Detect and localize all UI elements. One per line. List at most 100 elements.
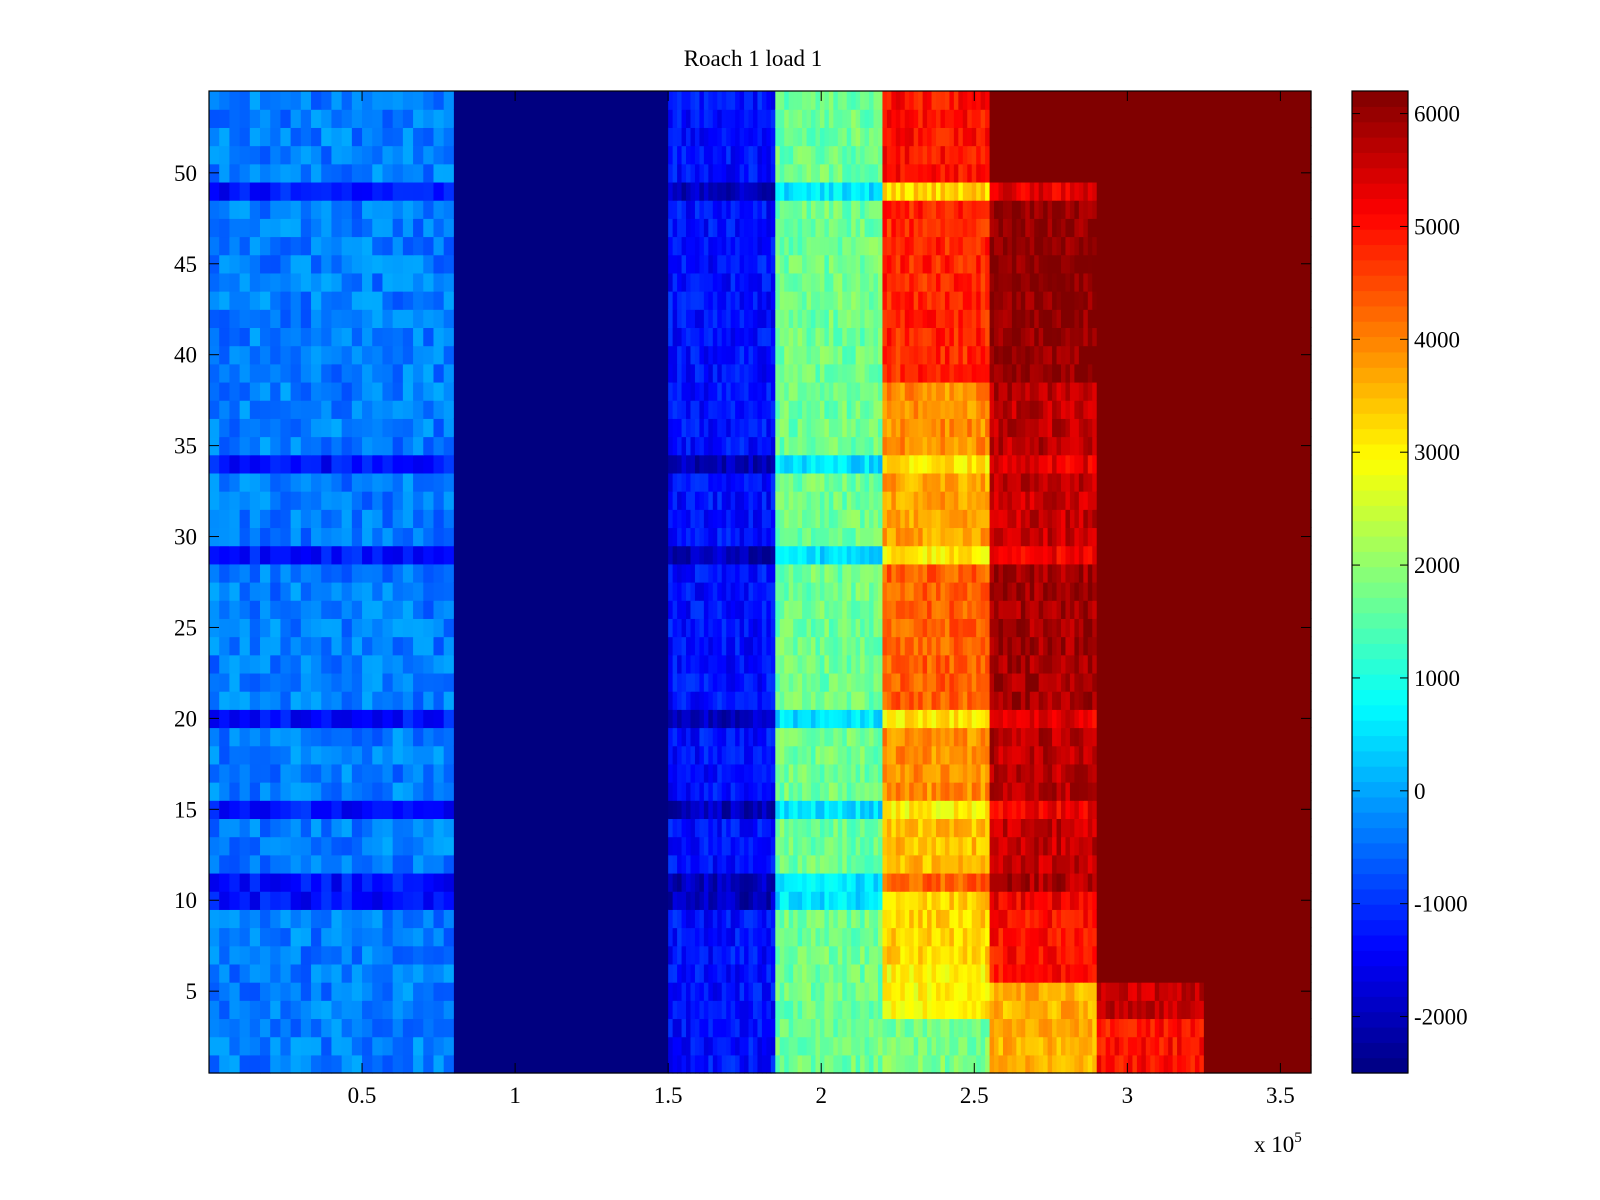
heatmap-cell [280,472,292,492]
heatmap-cell [209,545,220,565]
heatmap-cell [980,727,986,747]
heatmap-cell [351,836,363,856]
heatmap-cell [882,745,888,765]
heatmap-cell [806,527,812,547]
heatmap-cell [953,672,959,692]
heatmap-cell [819,291,826,310]
heatmap-cell [717,1000,723,1020]
heatmap-cell [797,418,803,438]
heatmap-cell [239,381,251,401]
heatmap-cell [677,582,683,601]
heatmap-cell [976,545,982,565]
heatmap-cell [944,672,951,692]
heatmap-cell [931,527,937,547]
heatmap-cell [913,709,919,729]
heatmap-cell [413,91,424,110]
heatmap-cell [877,109,884,128]
heatmap-cell [748,727,754,747]
heatmap-cell [311,945,322,965]
heatmap-cell [672,454,678,474]
heatmap-cell [819,127,826,147]
heatmap-cell [976,982,982,1001]
heatmap-cell [784,745,790,765]
heatmap-cell [321,1018,333,1038]
heatmap-cell [433,800,445,820]
heatmap-cell [806,1000,812,1020]
heatmap-cell [717,782,723,801]
heatmap-cell [855,709,861,729]
heatmap-cell [694,927,701,947]
heatmap-cell [721,800,727,820]
heatmap-cell [793,1000,799,1020]
heatmap-cell [382,672,394,692]
heatmap-cell [744,236,750,256]
heatmap-cell [699,472,705,492]
heatmap-cell [833,982,839,1001]
heatmap-cell [793,272,799,292]
heatmap-cell [239,127,251,147]
heatmap-cell [824,527,830,547]
heatmap-cell [811,818,817,838]
heatmap-cell [433,782,445,801]
heatmap-cell [752,363,759,383]
heatmap-cell [873,782,879,801]
heatmap-cell [311,509,322,529]
heatmap-cell [775,509,781,529]
heatmap-cell [877,400,884,419]
heatmap-cell [913,436,919,456]
heatmap-cell [708,181,714,201]
heatmap-cell [351,163,363,183]
heatmap-cell [453,109,669,128]
heatmap-cell [249,691,261,710]
heatmap-cell [815,272,821,292]
heatmap-cell [229,727,241,747]
heatmap-cell [686,272,692,292]
heatmap-cell [433,982,445,1001]
heatmap-cell [980,527,986,547]
heatmap-cell [290,254,302,274]
heatmap-cell [962,272,968,292]
heatmap-cell [842,509,848,529]
heatmap-cell [797,91,803,110]
heatmap-cell [811,400,817,419]
heatmap-cell [730,1036,736,1056]
heatmap-cell [811,200,817,219]
heatmap-cell [797,181,803,201]
heatmap-cell [249,763,261,783]
heatmap-cell [953,472,959,492]
heatmap-cell [837,327,843,347]
heatmap-cell [802,836,808,856]
heatmap-cell [270,654,282,674]
heatmap-cell [953,509,959,529]
heatmap-cell [453,200,669,219]
heatmap-cell [672,509,678,529]
heatmap-cell [744,909,750,929]
heatmap-cell [392,127,404,147]
heatmap-cell [877,600,884,619]
heatmap-cell [846,436,852,456]
heatmap-cell [752,618,759,638]
heatmap-cell [413,1036,424,1056]
heatmap-cell [766,309,772,329]
heatmap-cell [877,654,884,674]
heatmap-cell [717,672,723,692]
heatmap-cell [873,472,879,492]
heatmap-cell [980,436,986,456]
heatmap-cell [967,1000,973,1020]
heatmap-cell [717,272,723,292]
heatmap-cell [837,672,843,692]
heatmap-cell [229,91,241,110]
heatmap-cell [321,836,333,856]
heatmap-cell [362,218,373,238]
heatmap-cell [209,1000,220,1020]
heatmap-cell [735,691,741,710]
heatmap-cell [423,691,435,710]
heatmap-cell [239,836,251,856]
heatmap-cell [331,491,343,510]
heatmap-cell [828,181,834,201]
heatmap-cell [744,327,750,347]
heatmap-cell [703,145,709,165]
heatmap-cell [712,327,718,347]
heatmap-cell [730,800,736,820]
heatmap-cell [846,381,852,401]
